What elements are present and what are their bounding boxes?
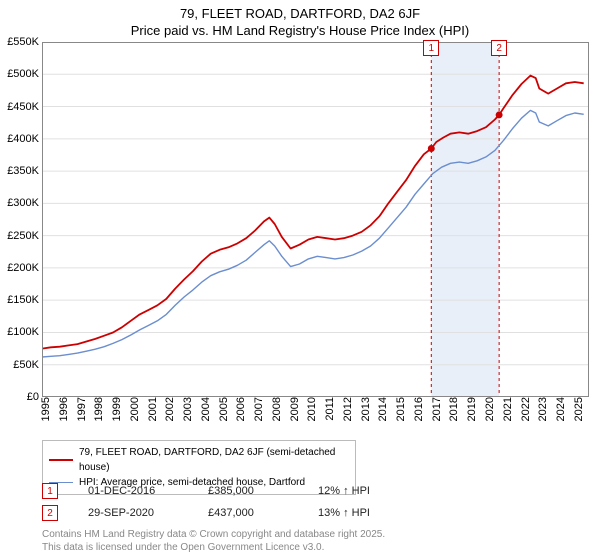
x-axis-label: 2001	[144, 397, 159, 421]
annotation-price: £437,000	[208, 507, 288, 519]
x-axis-label: 2015	[392, 397, 407, 421]
y-axis-label: £150K	[0, 294, 42, 306]
x-axis-label: 2020	[481, 397, 496, 421]
y-axis-label: £250K	[0, 230, 42, 242]
x-axis-label: 2016	[410, 397, 425, 421]
x-axis-label: 2002	[161, 397, 176, 421]
annotation-row: 1 01-DEC-2016 £385,000 12% ↑ HPI	[42, 480, 408, 502]
x-axis-label: 2019	[463, 397, 478, 421]
x-axis-label: 2007	[250, 397, 265, 421]
annotation-badge: 1	[423, 40, 439, 56]
x-axis-label: 2010	[303, 397, 318, 421]
x-axis-label: 2000	[126, 397, 141, 421]
x-axis-label: 2013	[357, 397, 372, 421]
legend-row-price-paid: 79, FLEET ROAD, DARTFORD, DA2 6JF (semi-…	[49, 445, 349, 475]
x-axis-label: 2023	[534, 397, 549, 421]
y-axis-label: £500K	[0, 68, 42, 80]
x-axis-label: 2008	[268, 397, 283, 421]
y-axis-label: £300K	[0, 197, 42, 209]
y-axis-label: £400K	[0, 133, 42, 145]
x-axis-label: 2003	[179, 397, 194, 421]
y-axis-label: £0	[0, 391, 42, 403]
x-axis-label: 1996	[55, 397, 70, 421]
annotation-table: 1 01-DEC-2016 £385,000 12% ↑ HPI 2 29-SEP-202…	[42, 480, 408, 524]
chart-title-block: 79, FLEET ROAD, DARTFORD, DA2 6JF Price …	[0, 0, 600, 38]
x-axis-label: 2009	[286, 397, 301, 421]
x-axis-label: 2017	[428, 397, 443, 421]
x-axis-label: 2012	[339, 397, 354, 421]
y-axis-label: £200K	[0, 262, 42, 274]
legend-swatch-red	[49, 459, 73, 461]
plot-area: £0£50K£100K£150K£200K£250K£300K£350K£400…	[42, 42, 589, 397]
annotation-row-badge: 1	[42, 483, 58, 499]
y-axis-label: £350K	[0, 165, 42, 177]
chart-svg	[42, 42, 589, 397]
annotation-badge: 2	[491, 40, 507, 56]
annotation-date: 29-SEP-2020	[88, 507, 178, 519]
x-axis-label: 2018	[445, 397, 460, 421]
x-axis-label: 2021	[499, 397, 514, 421]
footer-line-1: Contains HM Land Registry data © Crown c…	[42, 528, 385, 541]
x-axis-label: 1995	[37, 397, 52, 421]
x-axis-label: 2022	[517, 397, 532, 421]
y-axis-label: £100K	[0, 326, 42, 338]
x-axis-label: 1997	[73, 397, 88, 421]
x-axis-label: 2005	[215, 397, 230, 421]
x-axis-label: 2004	[197, 397, 212, 421]
annotation-date: 01-DEC-2016	[88, 485, 178, 497]
annotation-delta: 12% ↑ HPI	[318, 485, 408, 497]
annotation-delta: 13% ↑ HPI	[318, 507, 408, 519]
x-axis-label: 2024	[552, 397, 567, 421]
annotation-row: 2 29-SEP-2020 £437,000 13% ↑ HPI	[42, 502, 408, 524]
annotation-price: £385,000	[208, 485, 288, 497]
y-axis-label: £450K	[0, 101, 42, 113]
y-axis-label: £50K	[0, 359, 42, 371]
footer-line-2: This data is licensed under the Open Gov…	[42, 541, 385, 554]
x-axis-label: 2011	[321, 397, 336, 421]
x-axis-label: 1998	[90, 397, 105, 421]
footer-attribution: Contains HM Land Registry data © Crown c…	[42, 528, 385, 554]
x-axis-label: 2014	[374, 397, 389, 421]
y-axis-label: £550K	[0, 36, 42, 48]
chart-title-main: 79, FLEET ROAD, DARTFORD, DA2 6JF	[0, 6, 600, 21]
x-axis-label: 2006	[232, 397, 247, 421]
annotation-row-badge: 2	[42, 505, 58, 521]
legend-label-price-paid: 79, FLEET ROAD, DARTFORD, DA2 6JF (semi-…	[79, 445, 349, 475]
chart-title-sub: Price paid vs. HM Land Registry's House …	[0, 23, 600, 38]
x-axis-label: 2025	[570, 397, 585, 421]
x-axis-label: 1999	[108, 397, 123, 421]
